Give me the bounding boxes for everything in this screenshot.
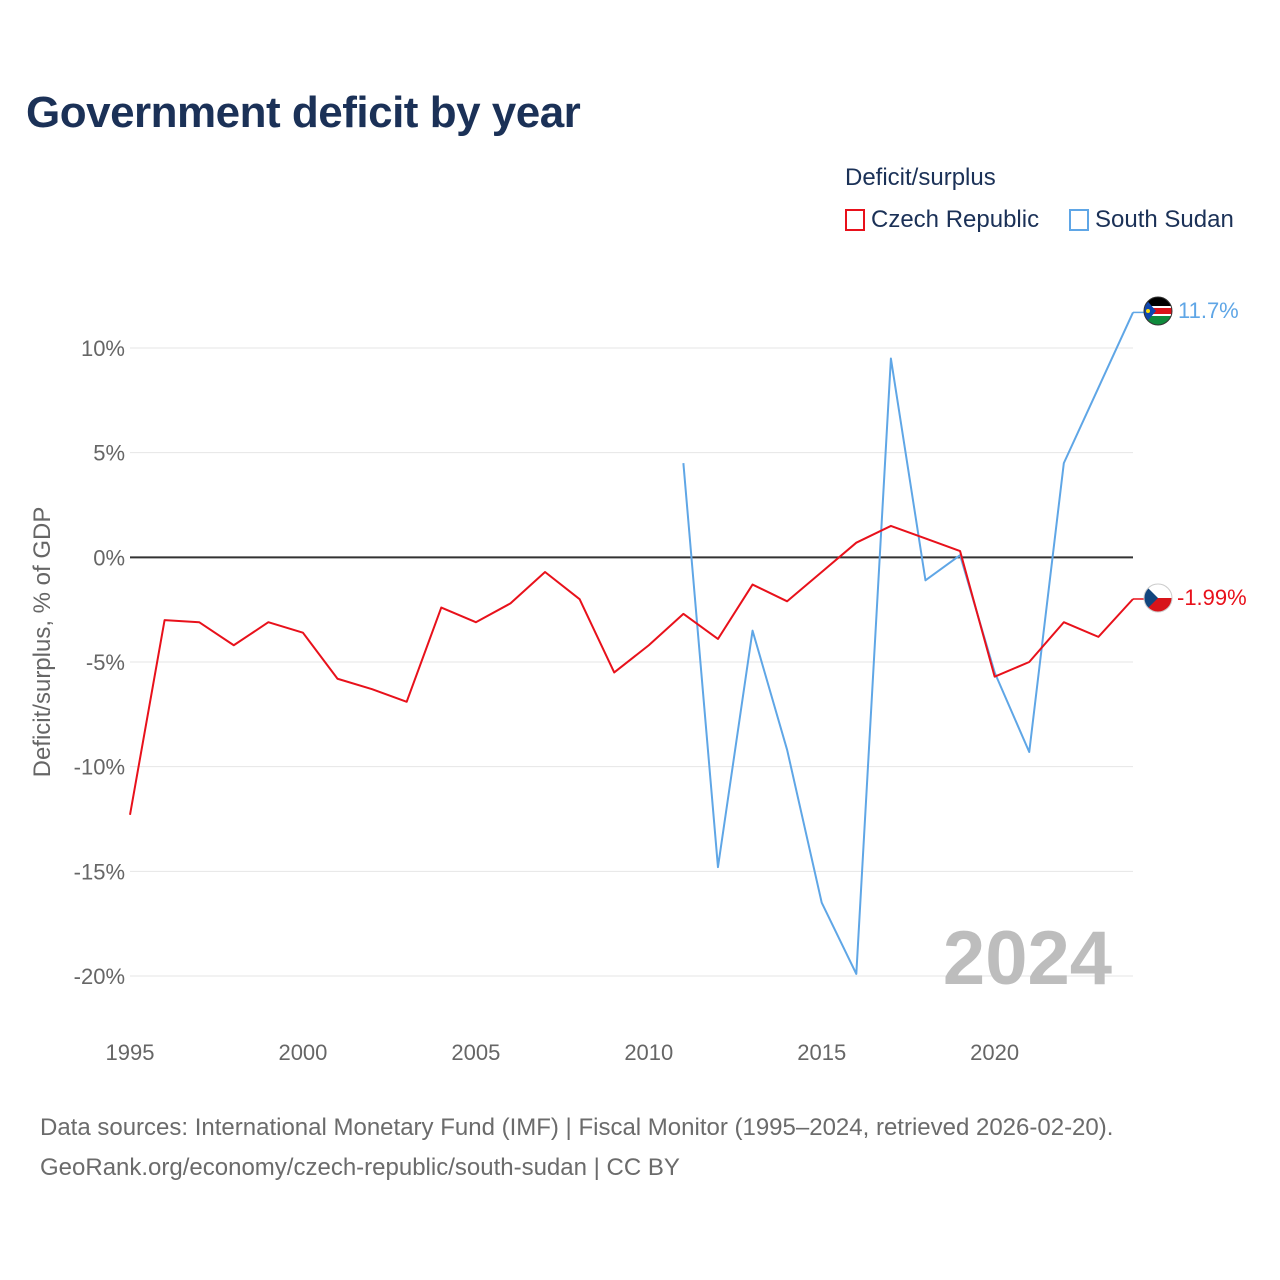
legend-item-south-sudan[interactable]: South Sudan <box>1069 206 1234 234</box>
series-line-czech-republic[interactable] <box>129 524 1134 815</box>
x-tick-label: 2015 <box>797 1040 846 1065</box>
chart-title: Government deficit by year <box>26 88 581 137</box>
line-chart: Deficit/surplus, % of GDP 10% 5% 0% -5% -10%… <box>29 296 1247 1065</box>
x-tick-label: 2020 <box>970 1040 1019 1065</box>
y-tick-label: -20% <box>74 964 125 989</box>
x-tick-label: 1995 <box>106 1040 155 1065</box>
legend-swatch-south-sudan <box>1069 209 1089 231</box>
year-watermark: 2024 <box>943 916 1112 1001</box>
data-sources: Data sources: International Monetary Fun… <box>40 1108 1113 1188</box>
south-sudan-flag-icon <box>1144 297 1172 325</box>
y-axis-title: Deficit/surplus, % of GDP <box>29 507 56 778</box>
czech-republic-flag-icon <box>1144 584 1172 612</box>
end-label-south-sudan: 11.7% <box>1178 298 1239 323</box>
series-lines <box>129 311 1144 975</box>
legend-title: Deficit/surplus <box>845 164 996 191</box>
x-tick-label: 2000 <box>278 1040 327 1065</box>
czech-republic-flag-border <box>1143 583 1173 613</box>
x-tick-label: 2010 <box>624 1040 673 1065</box>
sources-line-2: GeoRank.org/economy/czech-republic/south… <box>40 1154 680 1181</box>
series-line-south-sudan[interactable] <box>682 311 1134 975</box>
legend-label-south-sudan: South Sudan <box>1095 206 1234 233</box>
x-tick-label: 2005 <box>451 1040 500 1065</box>
y-tick-label: 0% <box>93 545 125 570</box>
legend-item-czech-republic[interactable]: Czech Republic <box>845 206 1039 234</box>
grid-lines <box>130 347 1133 977</box>
y-tick-label: -10% <box>74 755 125 780</box>
end-label-czech-republic: -1.99% <box>1177 585 1247 610</box>
y-tick-label: -5% <box>86 650 125 675</box>
y-tick-label: -15% <box>74 859 125 884</box>
south-sudan-flag-border <box>1143 296 1173 326</box>
y-tick-label: 5% <box>93 441 125 466</box>
legend-swatch-czech-republic <box>845 209 865 231</box>
legend-label-czech-republic: Czech Republic <box>871 206 1040 233</box>
y-tick-label: 10% <box>81 336 125 361</box>
axis-labels: Deficit/surplus, % of GDP 10% 5% 0% -5% -10%… <box>29 336 1019 1065</box>
sources-line-1: Data sources: International Monetary Fun… <box>40 1114 1114 1141</box>
